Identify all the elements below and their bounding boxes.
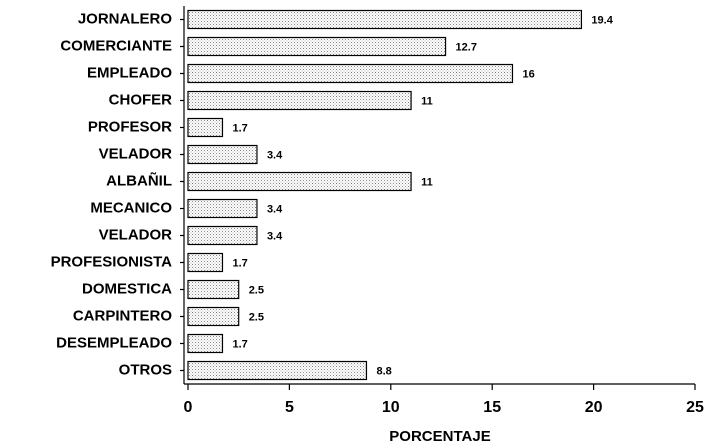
- value-label: 12.7: [456, 41, 477, 53]
- y-tick-label: MECANICO: [90, 199, 172, 216]
- value-label: 11: [421, 95, 433, 107]
- value-label: 2.5: [249, 284, 264, 296]
- bar: [187, 117, 224, 138]
- bar: [187, 171, 412, 192]
- x-tick-label: 25: [686, 399, 704, 416]
- y-tick-label: CARPINTERO: [73, 307, 173, 324]
- x-axis-label: PORCENTAJE: [389, 428, 490, 445]
- bar: [187, 306, 240, 327]
- y-tick-label: PROFESIONISTA: [51, 253, 173, 270]
- y-tick-label: DESEMPLEADO: [56, 334, 172, 351]
- value-label: 19.4: [591, 14, 613, 26]
- y-tick-label: PROFESOR: [88, 118, 172, 135]
- x-tick-label: 10: [382, 399, 400, 416]
- bar: [187, 144, 258, 165]
- y-tick-label: VELADOR: [99, 145, 173, 162]
- value-label: 2.5: [249, 311, 264, 323]
- y-tick-label: DOMESTICA: [82, 280, 172, 297]
- y-tick-label: COMERCIANTE: [60, 37, 172, 54]
- value-label: 16: [522, 68, 534, 80]
- value-label: 11: [421, 176, 433, 188]
- y-tick-label: EMPLEADO: [87, 64, 172, 81]
- bar: [187, 333, 224, 354]
- bar: [187, 252, 224, 273]
- y-tick-label: JORNALERO: [78, 10, 173, 27]
- y-tick-label: CHOFER: [109, 91, 173, 108]
- x-tick-label: 20: [585, 399, 603, 416]
- bar: [187, 225, 258, 246]
- value-label: 3.4: [267, 149, 283, 161]
- x-tick-label: 15: [483, 399, 501, 416]
- bar: [187, 63, 514, 84]
- value-label: 8.8: [376, 365, 391, 377]
- x-tick-label: 0: [184, 399, 193, 416]
- value-label: 3.4: [267, 203, 283, 215]
- bar: [187, 36, 447, 57]
- y-tick-label: VELADOR: [99, 226, 173, 243]
- y-tick-label: ALBAÑIL: [106, 171, 172, 189]
- y-tick-label: OTROS: [119, 361, 172, 378]
- value-label: 1.7: [232, 257, 247, 269]
- bar: [187, 360, 368, 381]
- x-tick-label: 5: [285, 399, 294, 416]
- bar: [187, 90, 412, 111]
- bar: [187, 198, 258, 219]
- value-label: 1.7: [232, 122, 247, 134]
- bar: [187, 9, 583, 30]
- value-label: 1.7: [232, 338, 247, 350]
- value-label: 3.4: [267, 230, 283, 242]
- bar: [187, 279, 240, 300]
